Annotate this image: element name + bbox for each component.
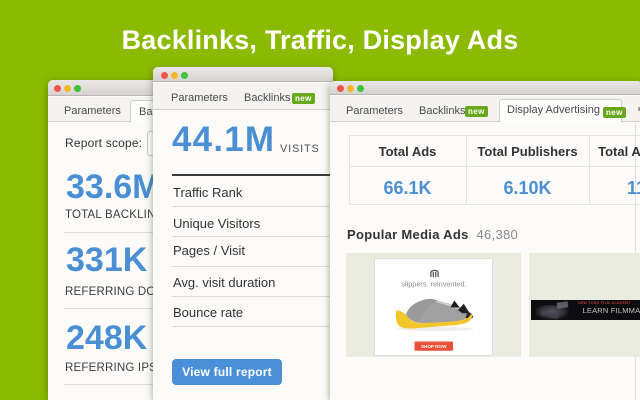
svg-text:slippers. reinvented.: slippers. reinvented. bbox=[401, 280, 466, 289]
svg-text:SHOP NOW: SHOP NOW bbox=[421, 344, 447, 349]
